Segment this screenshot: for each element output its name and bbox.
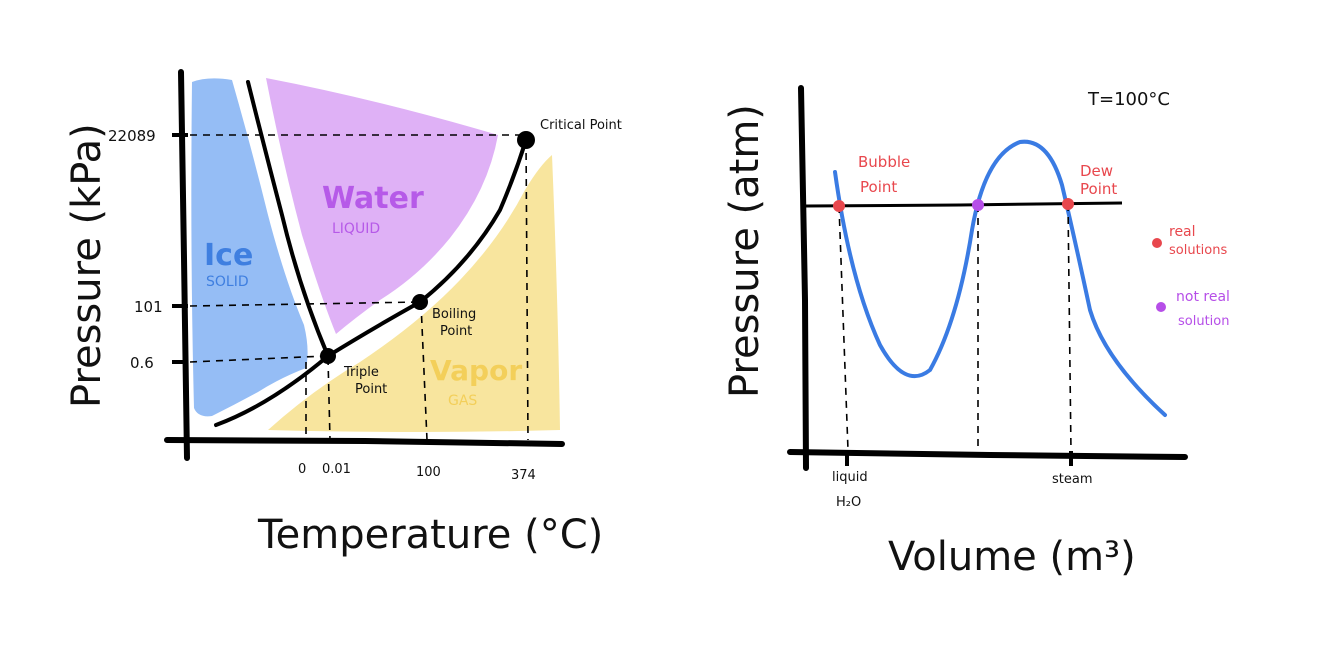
y-tick-0-6: 0.6 xyxy=(130,354,154,372)
phase-y-axis xyxy=(178,69,190,461)
x-tick-0: 0 xyxy=(298,462,306,477)
water-region xyxy=(266,78,498,334)
critical-point-marker xyxy=(517,131,535,149)
bubble-point-label-1: Bubble xyxy=(858,153,910,171)
boiling-point-label-1: Boiling xyxy=(432,307,476,322)
middle-point-marker xyxy=(972,199,984,211)
ice-state-label: SOLID xyxy=(206,274,249,290)
x-tick-liquid-2: H₂O xyxy=(836,495,861,510)
pv-isotherm-curve xyxy=(833,139,1167,417)
vapor-state-label: GAS xyxy=(448,393,477,409)
pv-guides xyxy=(838,203,1072,453)
vapor-label: Vapor xyxy=(430,354,522,387)
phase-x-axis-title: Temperature (°C) xyxy=(257,512,603,558)
phase-x-axis xyxy=(164,437,565,447)
legend-real-label-1: real xyxy=(1169,224,1196,240)
pv-x-axis xyxy=(787,449,1188,460)
x-tick-100: 100 xyxy=(416,465,441,480)
triple-point-marker xyxy=(320,348,336,364)
solid-liquid-boundary xyxy=(246,80,330,358)
pv-y-axis xyxy=(798,85,809,471)
boiling-point-label-2: Point xyxy=(440,324,472,339)
phase-guides xyxy=(189,134,529,441)
pv-y-axis-title: Pressure (atm) xyxy=(722,104,768,398)
boiling-point-marker xyxy=(412,294,428,310)
dew-point-label-1: Dew xyxy=(1080,162,1113,180)
bubble-point-label-2: Point xyxy=(860,178,897,196)
legend-not-real-label-1: not real xyxy=(1176,289,1230,305)
y-tick-101: 101 xyxy=(134,298,163,316)
pv-x-axis-title: Volume (m³) xyxy=(888,534,1136,580)
triple-point-label-2: Point xyxy=(355,382,387,397)
x-tick-374: 374 xyxy=(511,468,536,483)
water-state-label: LIQUID xyxy=(332,221,380,237)
phase-diagram: Ice SOLID Water LIQUID Vapor GAS Critica… xyxy=(64,69,622,558)
phase-y-axis-title: Pressure (kPa) xyxy=(64,123,110,408)
x-tick-liquid-1: liquid xyxy=(832,470,868,485)
legend-real-dot xyxy=(1152,238,1162,248)
legend-not-real-dot xyxy=(1156,302,1166,312)
pv-pressure-line xyxy=(805,201,1123,208)
dew-point-label-2: Point xyxy=(1080,180,1117,198)
legend-not-real-label-2: solution xyxy=(1178,314,1229,329)
bubble-point-marker xyxy=(833,200,845,212)
y-tick-22089: 22089 xyxy=(108,127,156,145)
critical-point-label: Critical Point xyxy=(540,118,622,133)
pv-diagram: T=100°C Bubble Point Dew Point real solu… xyxy=(722,85,1230,580)
dew-point-marker xyxy=(1062,198,1074,210)
legend-real-label-2: solutions xyxy=(1169,243,1227,258)
ice-region xyxy=(191,78,308,417)
water-label: Water xyxy=(322,181,424,216)
ice-label: Ice xyxy=(204,238,253,273)
vapor-region xyxy=(268,155,560,432)
x-tick-0-01: 0.01 xyxy=(322,462,351,477)
triple-point-label-1: Triple xyxy=(343,365,379,380)
temperature-label: T=100°C xyxy=(1087,89,1170,110)
x-tick-steam: steam xyxy=(1052,472,1093,487)
